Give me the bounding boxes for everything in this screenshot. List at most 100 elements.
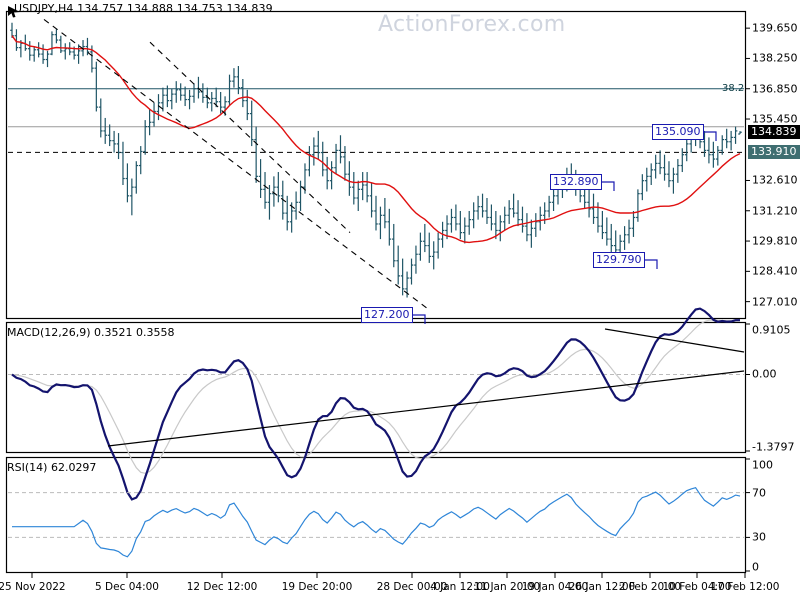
- ohlc-bar: [236, 66, 241, 95]
- ohlc-bar: [45, 50, 50, 68]
- rsi-axis-label: 30: [752, 530, 766, 544]
- moving-average-line: [11, 35, 741, 244]
- ohlc-bar: [59, 35, 63, 54]
- ohlc-bar: [307, 146, 312, 177]
- ohlc-bar: [525, 213, 529, 242]
- ohlc-bar: [662, 154, 667, 181]
- ohlc-bar: [360, 172, 365, 201]
- ohlc-bar: [720, 135, 725, 155]
- ohlc-bar: [32, 46, 36, 62]
- ohlc-bar: [636, 189, 640, 222]
- date-axis-label: 10 Feb 04:00: [662, 581, 732, 593]
- ohlc-bar: [449, 208, 454, 233]
- ohlc-bar: [263, 172, 267, 209]
- price-panel-frame: [5, 10, 747, 320]
- ohlc-bar: [218, 91, 223, 114]
- ohlc-bar: [383, 197, 387, 229]
- ohlc-bar: [458, 210, 463, 240]
- callout-132890: 132.890: [550, 174, 602, 190]
- last-price-tag: 134.839: [748, 125, 800, 140]
- ohlc-bar: [152, 102, 156, 127]
- ohlc-bar: [684, 137, 689, 162]
- ohlc-bar: [289, 202, 294, 233]
- ohlc-bar: [121, 141, 125, 186]
- ohlc-bar: [325, 156, 329, 190]
- date-axis-label: 19 Dec 20:00: [281, 581, 353, 593]
- ohlc-bar: [165, 85, 170, 108]
- symbol-info-line: USDJPY,H4 134.757 134.888 134.753 134.83…: [14, 2, 273, 15]
- ohlc-bar: [174, 81, 179, 103]
- ohlc-bar: [374, 195, 378, 231]
- macd-main-line: [11, 307, 740, 501]
- callout-132890-leader: [600, 181, 615, 191]
- panel-frames: [5, 10, 747, 574]
- ohlc-bar: [605, 217, 609, 246]
- ohlc-bar: [27, 41, 32, 61]
- ohlc-bar: [209, 91, 214, 112]
- site-watermark: ActionForex.com: [378, 12, 566, 37]
- rsi-axis-label: 0: [752, 560, 759, 574]
- date-axis-label: 28 Dec 00:00: [376, 581, 448, 593]
- ohlc-bar: [542, 202, 547, 224]
- ohlc-bar: [116, 133, 121, 160]
- date-axis-label: 12 Dec 12:00: [186, 581, 258, 593]
- ohlc-bar: [471, 202, 476, 229]
- ohlc-bar: [352, 172, 356, 205]
- price-axis-label: 129.810: [752, 234, 798, 248]
- ohlc-bar: [303, 163, 307, 194]
- date-axis-label: 26 Jan 12:00: [568, 581, 636, 593]
- ohlc-bar: [50, 31, 54, 56]
- ohlc-bar: [644, 167, 649, 192]
- ohlc-bar: [400, 258, 405, 296]
- ohlc-bar: [107, 124, 112, 147]
- ohlc-bar: [258, 159, 263, 198]
- ohlc-bar: [640, 174, 645, 201]
- ohlc-bar: [294, 191, 298, 220]
- ohlc-bar: [227, 74, 232, 105]
- ohlc-bar: [187, 89, 192, 110]
- ohlc-bar: [201, 83, 205, 103]
- ohlc-bar: [254, 126, 258, 183]
- ohlc-bar: [285, 195, 290, 231]
- date-axis-label: 17 Feb 12:00: [710, 581, 780, 593]
- ohlc-bar: [516, 200, 520, 227]
- ohlc-bar: [312, 137, 316, 166]
- ohlc-bar: [272, 176, 276, 207]
- ohlc-bar: [494, 210, 498, 240]
- ohlc-bar: [98, 98, 103, 138]
- price-axis-label: 136.850: [752, 82, 798, 96]
- ohlc-bar: [609, 223, 614, 253]
- ohlc-bar: [347, 161, 352, 196]
- ohlc-bar: [409, 258, 414, 285]
- ohlc-bar: [467, 210, 472, 235]
- ohlc-bar: [147, 109, 152, 136]
- price-horizontal-lines: [8, 88, 744, 153]
- ohlc-bar: [232, 68, 236, 88]
- ohlc-bar: [711, 141, 716, 168]
- ohlc-bar: [343, 146, 347, 181]
- ohlc-bar: [591, 193, 596, 224]
- ohlc-bar: [125, 163, 130, 203]
- price-axis-label: 135.450: [752, 112, 798, 126]
- ohlc-bar: [356, 180, 361, 211]
- callout-129790-leader: [643, 259, 658, 269]
- ohlc-bar: [538, 206, 543, 231]
- ohlc-bar: [94, 61, 99, 112]
- rsi-axis-label: 70: [752, 486, 766, 500]
- downtrend-lines: [43, 19, 431, 311]
- ohlc-bar: [502, 206, 507, 231]
- macd-rising-trendline: [107, 370, 745, 447]
- price-axis-label: 131.210: [752, 204, 798, 218]
- ohlc-bar: [156, 94, 161, 121]
- ohlc-bar: [667, 161, 671, 188]
- price-axis-label: 138.250: [752, 51, 798, 65]
- ohlc-bar: [418, 232, 423, 261]
- ohlc-bar: [76, 44, 81, 64]
- callout-127200: 127.200: [361, 307, 413, 323]
- price-ohlc-bars: [10, 22, 742, 298]
- ohlc-bar: [534, 213, 538, 237]
- rsi-panel-frame: [5, 456, 747, 574]
- macd-axis-label: -1.3797: [752, 440, 795, 454]
- price-axis-label: 128.410: [752, 264, 798, 278]
